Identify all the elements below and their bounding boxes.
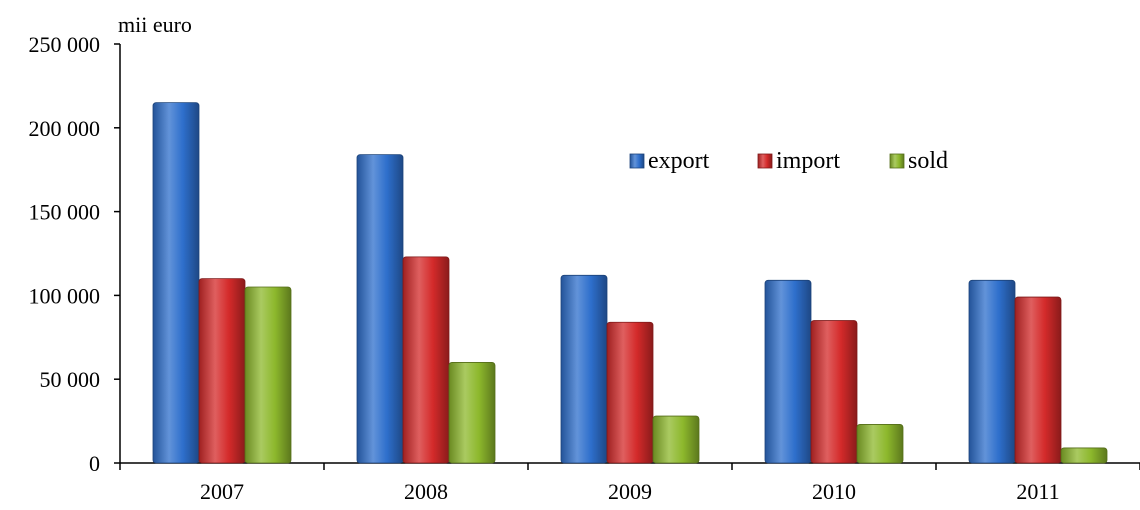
bar-import-2011 [1014, 296, 1062, 464]
legend-swatch-export [629, 153, 645, 169]
x-tick-label: 2007 [200, 479, 244, 504]
chart-bars [152, 102, 1108, 464]
y-unit-label: mii euro [118, 12, 192, 37]
y-tick-label: 150 000 [29, 200, 101, 225]
y-tick-label: 50 000 [40, 367, 101, 392]
bar-sold-2009 [652, 415, 700, 464]
bar-export-2009 [560, 274, 608, 464]
x-tick-label: 2011 [1016, 479, 1059, 504]
bar-import-2009 [606, 321, 654, 464]
bar-export-2007 [152, 102, 200, 464]
chart-legend: export import sold [629, 148, 948, 174]
bar-sold-2007 [244, 286, 292, 464]
bar-export-2008 [356, 154, 404, 464]
chart-axes: 0 50 000 100 000 150 000 200 000 250 000 2007 2… [29, 32, 1140, 504]
legend-label-import: import [776, 148, 840, 174]
bar-sold-2008 [448, 362, 496, 464]
legend-swatch-sold [889, 153, 905, 169]
bar-import-2008 [402, 256, 450, 464]
bar-sold-2010 [856, 424, 904, 464]
bar-sold-2011 [1060, 447, 1108, 464]
y-tick-label: 250 000 [29, 32, 101, 57]
x-tick-label: 2009 [608, 479, 652, 504]
x-tick-label: 2008 [404, 479, 448, 504]
y-tick-label: 200 000 [29, 116, 101, 141]
legend-swatch-import [757, 153, 773, 169]
bar-import-2007 [198, 278, 246, 464]
y-tick-label: 0 [89, 451, 100, 476]
bar-import-2010 [810, 320, 858, 464]
legend-label-sold: sold [908, 148, 948, 174]
y-tick-label: 100 000 [29, 283, 101, 308]
bar-export-2011 [968, 279, 1016, 464]
bar-export-2010 [764, 279, 812, 464]
x-tick-label: 2010 [812, 479, 856, 504]
legend-label-export: export [648, 148, 710, 174]
